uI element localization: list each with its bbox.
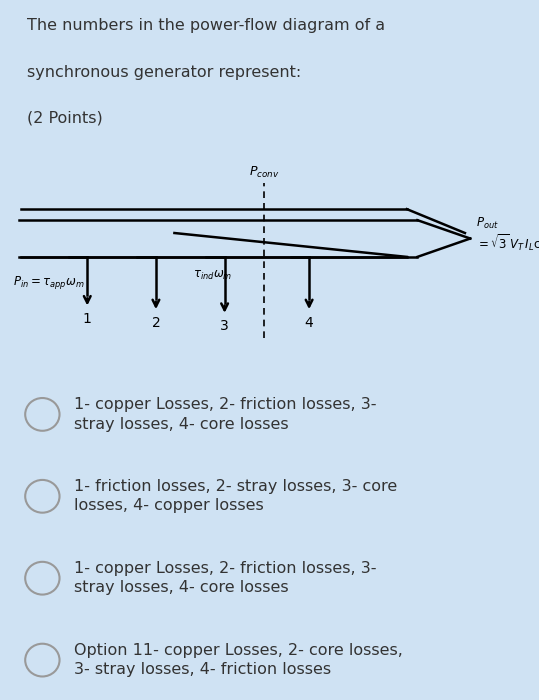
- Text: 1: 1: [83, 312, 92, 326]
- Text: 1- copper Losses, 2- friction losses, 3-
stray losses, 4- core losses: 1- copper Losses, 2- friction losses, 3-…: [74, 398, 377, 431]
- Text: 2: 2: [151, 316, 160, 330]
- Text: $P_{in} = \tau_{app}\omega_m$: $P_{in} = \tau_{app}\omega_m$: [13, 274, 85, 291]
- Text: $\tau_{ind}\omega_m$: $\tau_{ind}\omega_m$: [193, 269, 232, 282]
- Text: synchronous generator represent:: synchronous generator represent:: [27, 64, 301, 80]
- Text: The numbers in the power-flow diagram of a: The numbers in the power-flow diagram of…: [27, 18, 385, 34]
- Text: $P_{out}$: $P_{out}$: [475, 216, 499, 232]
- Text: 1- friction losses, 2- stray losses, 3- core
losses, 4- copper losses: 1- friction losses, 2- stray losses, 3- …: [74, 480, 397, 513]
- Text: 4: 4: [305, 316, 314, 330]
- Text: (2 Points): (2 Points): [27, 111, 103, 126]
- Text: $= \sqrt{3}\,V_T\,I_L\cos\theta$: $= \sqrt{3}\,V_T\,I_L\cos\theta$: [475, 232, 539, 253]
- Text: 3: 3: [220, 319, 229, 333]
- Text: $P_{conv}$: $P_{conv}$: [249, 164, 280, 180]
- Text: 1- copper Losses, 2- friction losses, 3-
stray losses, 4- core losses: 1- copper Losses, 2- friction losses, 3-…: [74, 561, 377, 595]
- Text: Option 11- copper Losses, 2- core losses,
3- stray losses, 4- friction losses: Option 11- copper Losses, 2- core losses…: [74, 643, 403, 677]
